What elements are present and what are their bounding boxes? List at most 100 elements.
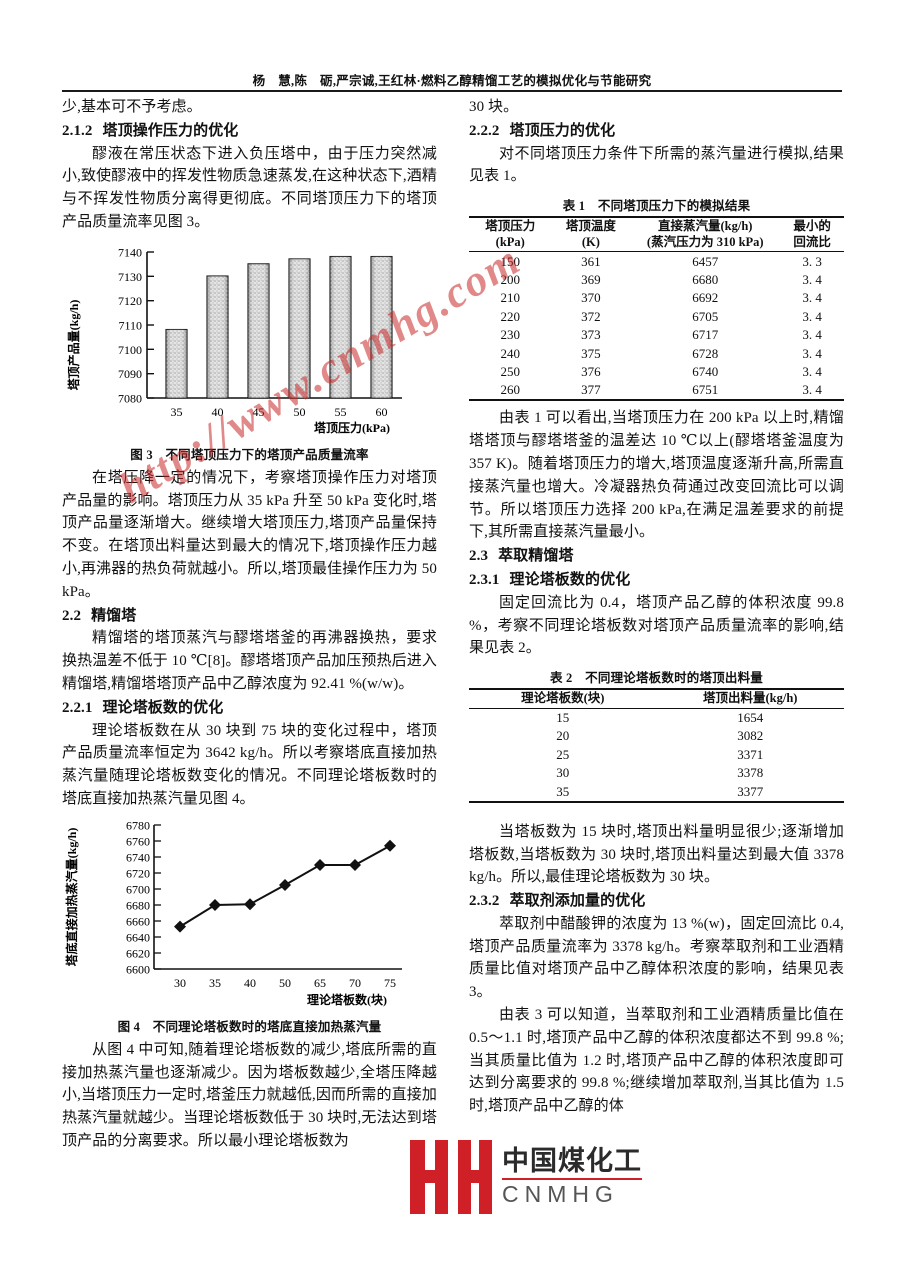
- bar-item: [329, 255, 352, 399]
- table-cell: 6457: [692, 253, 719, 269]
- bar-item: [288, 258, 311, 399]
- table-1-title: 表 1 不同塔顶压力下的模拟结果: [562, 199, 751, 214]
- table-1-header-cell: 塔顶压力 (kPa): [485, 219, 536, 249]
- svg-text:45: 45: [253, 405, 265, 419]
- table-cell: 376: [581, 363, 601, 379]
- table-cell: 3. 4: [802, 345, 822, 361]
- table-1-header-cell: 塔顶温度 (K): [565, 219, 616, 249]
- table-cell: 210: [500, 290, 521, 306]
- svg-text:75: 75: [384, 976, 396, 990]
- section-title: 理论塔板数的优化: [509, 572, 631, 589]
- table-cell: 3. 3: [802, 253, 822, 269]
- svg-text:6620: 6620: [126, 946, 150, 960]
- table-cell: 6680: [692, 272, 719, 287]
- section-title: 理论塔板数的优化: [102, 699, 224, 716]
- table-row: 250 376 6740 3. 4: [469, 363, 844, 381]
- figure-3-caption: 图 3 不同塔顶压力下的塔顶产品质量流率: [130, 447, 369, 462]
- table-cell: 260: [500, 382, 521, 398]
- line-chart-yticklabels: 6600 6620 6640 6660 6680 6700 6720 6740 …: [126, 818, 150, 976]
- table-2-title: 表 2 不同理论塔板数时的塔顶出料量: [550, 671, 763, 686]
- data-point: [384, 839, 396, 852]
- line-chart: 塔底直接加热蒸汽量(kg/h): [62, 817, 437, 1012]
- table-cell: 3377: [737, 783, 764, 799]
- right-top-paragraph: 30 块。: [469, 99, 519, 115]
- section-heading-2-3-1: 2.3.1 理论塔板数的优化: [469, 569, 844, 592]
- paragraph-after-figure-4: 从图 4 中可知,随着理论塔板数的减少,塔底所需的直接加热蒸汽量也逐渐减少。因为…: [62, 1041, 437, 1149]
- table-cell: 35: [556, 783, 570, 799]
- svg-text:6760: 6760: [126, 834, 150, 848]
- table-cell: 370: [581, 290, 601, 306]
- paragraph-last: 由表 3 可以知道，当萃取剂和工业酒精质量比值在 0.5～1.1 时,塔顶产品中…: [469, 1007, 844, 1115]
- paragraph-2-2-2: 对不同塔顶压力条件下所需的蒸汽量进行模拟,结果见表 1。: [469, 145, 844, 185]
- paragraph-after-figure-3: 在塔压降一定的情况下，考察塔顶操作压力对塔顶产品量的影响。塔顶压力从 35 kP…: [62, 469, 437, 600]
- section-title: 萃取精馏塔: [498, 548, 574, 565]
- data-point: [349, 858, 361, 871]
- table-cell: 3. 4: [802, 308, 822, 324]
- data-point: [174, 920, 186, 933]
- table-cell: 6705: [692, 308, 719, 324]
- left-top-paragraph: 少,基本可不予考虑。: [62, 99, 202, 115]
- table-2-header-cell: 理论塔板数(块): [521, 691, 605, 706]
- svg-text:6600: 6600: [126, 962, 150, 976]
- svg-text:65: 65: [314, 976, 326, 990]
- svg-text:7100: 7100: [118, 343, 142, 357]
- table-1-header-row: 塔顶压力 (kPa) 塔顶温度 (K) 直接蒸汽量(kg/h) (蒸汽压力为 3…: [469, 217, 844, 252]
- svg-text:70: 70: [349, 976, 361, 990]
- section-number: 2.1.2: [62, 122, 93, 139]
- data-point: [209, 898, 221, 911]
- section-number: 2.2.2: [469, 122, 500, 139]
- table-cell: 6717: [692, 327, 719, 343]
- svg-text:35: 35: [209, 976, 221, 990]
- table-cell: 6728: [692, 345, 719, 361]
- table-cell: 200: [500, 272, 521, 287]
- bar-chart-xlabel: 塔顶压力(kPa): [314, 420, 390, 435]
- data-point: [244, 897, 256, 910]
- table-cell: 3082: [737, 728, 764, 744]
- svg-text:7090: 7090: [118, 367, 142, 381]
- table-2: 理论塔板数(块) 塔顶出料量(kg/h) 15 1654 20 3082 25: [469, 688, 844, 803]
- right-column: 30 块。 2.2.2 塔顶压力的优化 对不同塔顶压力条件下所需的蒸汽量进行模拟,…: [469, 96, 844, 1256]
- table-row: 200 369 6680 3. 4: [469, 271, 844, 289]
- line-chart-xticklabels: 30 35 40 50 65 70 75: [174, 976, 396, 990]
- two-column-body: 少,基本可不予考虑。 2.1.2 塔顶操作压力的优化 醪液在常压状态下进入负压塔中…: [62, 96, 844, 1256]
- table-cell: 3. 4: [802, 382, 822, 398]
- paragraph-2-3-1: 固定回流比为 0.4，塔顶产品乙醇的体积浓度 99.8 %，考察不同理论塔板数对…: [469, 594, 844, 657]
- svg-text:40: 40: [212, 405, 224, 419]
- svg-text:6700: 6700: [126, 882, 150, 896]
- table-cell: 6740: [692, 363, 719, 379]
- table-1-header-cell: 直接蒸汽量(kg/h) (蒸汽压力为 310 kPa): [646, 219, 764, 249]
- table-row: 260 377 6751 3. 4: [469, 381, 844, 401]
- table-cell: 220: [500, 308, 521, 324]
- table-cell: 3. 4: [802, 272, 822, 287]
- section-title: 塔顶压力的优化: [509, 122, 616, 139]
- bar-item: [165, 328, 188, 399]
- table-cell: 240: [500, 345, 521, 361]
- header-rule: [62, 90, 842, 92]
- bar-chart-xticklabels: 35 40 45 50 55 60: [171, 405, 388, 419]
- svg-text:7140: 7140: [118, 245, 142, 259]
- table-row: 230 373 6717 3. 4: [469, 326, 844, 344]
- section-number: 2.2: [62, 607, 82, 624]
- left-column: 少,基本可不予考虑。 2.1.2 塔顶操作压力的优化 醪液在常压状态下进入负压塔中…: [62, 96, 437, 1256]
- svg-text:50: 50: [279, 976, 291, 990]
- svg-text:6740: 6740: [126, 850, 150, 864]
- table-cell: 375: [581, 345, 601, 361]
- svg-text:35: 35: [171, 405, 183, 419]
- data-point: [314, 858, 326, 871]
- table-cell: 30: [556, 765, 570, 781]
- table-cell: 369: [581, 272, 601, 287]
- table-row: 15 1654: [469, 708, 844, 727]
- line-chart-yticks: [154, 824, 161, 970]
- table-cell: 373: [581, 327, 601, 343]
- table-cell: 6692: [692, 290, 719, 306]
- table-row: 240 375 6728 3. 4: [469, 344, 844, 362]
- paragraph-after-table-2: 当塔板数为 15 块时,塔顶出料量明显很少;逐渐增加塔板数,当塔板数为 30 块…: [469, 823, 844, 886]
- figure-4-caption: 图 4 不同理论塔板数时的塔底直接加热蒸汽量: [117, 1019, 382, 1034]
- table-cell: 372: [581, 308, 601, 324]
- table-cell: 20: [556, 728, 570, 744]
- paragraph-2-1-2: 醪液在常压状态下进入负压塔中，由于压力突然减小,致使醪液中的挥发性物质急速蒸发,…: [62, 145, 437, 230]
- section-title: 精馏塔: [91, 607, 137, 624]
- bar-item: [247, 263, 270, 399]
- svg-text:60: 60: [376, 405, 388, 419]
